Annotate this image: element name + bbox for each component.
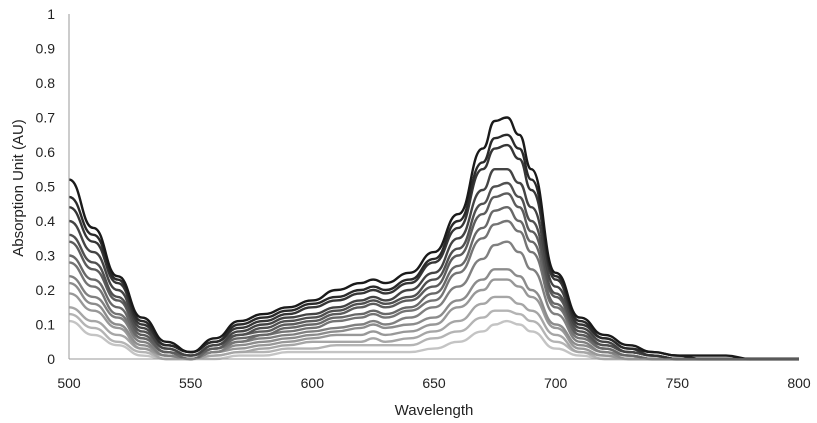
y-tick-label: 0.5 xyxy=(36,179,56,195)
series-line-7 xyxy=(68,206,799,361)
y-axis-title: Absorption Unit (AU) xyxy=(10,119,27,257)
x-tick-label: 700 xyxy=(544,375,568,391)
x-tick-label: 750 xyxy=(666,375,690,391)
series-line-1 xyxy=(68,116,799,361)
y-tick-labels: 0 0.1 0.2 0.3 0.4 0.5 0.6 0.7 0.8 0.9 1 xyxy=(36,6,56,367)
y-tick-label: 0.2 xyxy=(36,282,56,298)
x-tick-label: 550 xyxy=(179,375,203,391)
y-tick-label: 0.1 xyxy=(36,317,56,333)
y-tick-label: 0.6 xyxy=(36,144,56,160)
y-tick-label: 0 xyxy=(47,351,55,367)
x-tick-label: 600 xyxy=(301,375,325,391)
y-tick-label: 0.3 xyxy=(36,248,56,264)
y-tick-label: 0.7 xyxy=(36,110,56,126)
x-axis-title: Wavelength xyxy=(395,402,474,419)
series-line-6 xyxy=(68,192,799,361)
y-tick-label: 0.8 xyxy=(36,75,56,91)
y-tick-label: 0.4 xyxy=(36,213,56,229)
x-tick-labels: 500 550 600 650 700 750 800 xyxy=(57,375,811,391)
y-tick-label: 1 xyxy=(47,6,55,22)
series-group xyxy=(68,116,799,361)
y-tick-label: 0.9 xyxy=(36,41,56,57)
x-tick-label: 650 xyxy=(422,375,446,391)
x-tick-label: 500 xyxy=(57,375,81,391)
x-tick-label: 800 xyxy=(787,375,811,391)
